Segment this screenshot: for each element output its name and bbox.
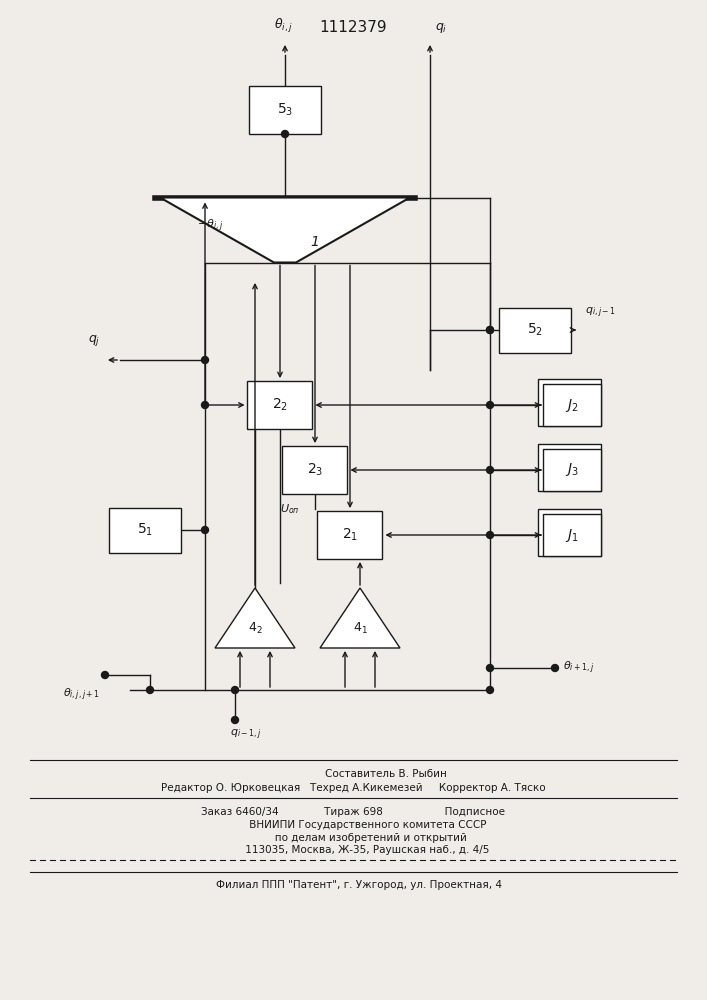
Circle shape [102,672,108,678]
Circle shape [201,357,209,363]
Text: по делам изобретений и открытий: по делам изобретений и открытий [239,833,467,843]
Text: 1: 1 [310,235,320,249]
Circle shape [486,466,493,474]
Bar [538,509,601,556]
Circle shape [201,526,209,534]
Bar [247,381,312,429]
Circle shape [551,664,559,672]
Bar [543,449,601,491]
Text: Заказ 6460/34              Тираж 698                   Подписное: Заказ 6460/34 Тираж 698 Подписное [201,807,505,817]
Circle shape [281,130,288,137]
Circle shape [486,664,493,672]
Bar [499,308,571,353]
Text: $2_3$: $2_3$ [307,462,323,478]
Circle shape [231,716,238,724]
Circle shape [486,326,493,334]
Text: $5_2$: $5_2$ [527,322,543,338]
Polygon shape [320,588,400,648]
Text: $2_1$: $2_1$ [342,527,358,543]
Bar [109,508,181,552]
Polygon shape [160,198,410,262]
Text: $2_2$: $2_2$ [272,397,288,413]
Bar [543,514,601,556]
Circle shape [231,686,238,694]
Text: $q_j$: $q_j$ [88,333,100,348]
Text: $\theta_{i+1,j}$: $\theta_{i+1,j}$ [563,660,595,676]
Text: $4_2$: $4_2$ [247,620,262,636]
Text: 1112379: 1112379 [319,20,387,35]
Circle shape [201,401,209,408]
Text: $\theta_{i,j,j+1}$: $\theta_{i,j,j+1}$ [63,687,100,703]
Text: Составитель В. Рыбин: Составитель В. Рыбин [259,769,446,779]
Text: 113035, Москва, Ж-35, Раушская наб., д. 4/5: 113035, Москва, Ж-35, Раушская наб., д. … [216,845,490,855]
Bar [538,379,601,426]
Polygon shape [215,588,295,648]
Bar [283,446,348,494]
Circle shape [146,686,153,694]
Bar [543,384,601,426]
Text: $4_1$: $4_1$ [353,620,368,636]
Bar [317,511,382,559]
Circle shape [486,326,493,334]
Text: $J_1$: $J_1$ [565,526,579,544]
Text: Редактор О. Юрковецкая   Техред А.Кикемезей     Корректор А. Тяско: Редактор О. Юрковецкая Техред А.Кикемезе… [160,783,545,793]
Text: $U_{оп}$: $U_{оп}$ [280,502,300,516]
Text: $5_3$: $5_3$ [277,102,293,118]
Circle shape [486,686,493,694]
Text: $q_{i,j-1}$: $q_{i,j-1}$ [585,306,617,320]
Text: $5_1$: $5_1$ [137,522,153,538]
Text: $J_3$: $J_3$ [565,462,579,479]
Text: $\theta_{i,j}$: $\theta_{i,j}$ [274,17,293,35]
Text: $J_2$: $J_2$ [565,396,579,414]
Text: $-\theta_{i,j}$: $-\theta_{i,j}$ [197,218,223,234]
Text: $q_{i-1,j}$: $q_{i-1,j}$ [230,728,262,742]
Circle shape [486,532,493,538]
Text: Филиал ППП "Патент", г. Ужгород, ул. Проектная, 4: Филиал ППП "Патент", г. Ужгород, ул. Про… [204,880,503,890]
Bar [538,444,601,491]
Text: $q_i$: $q_i$ [435,21,448,35]
Bar [249,86,321,134]
Circle shape [486,401,493,408]
Text: ВНИИПИ Государственного комитета СССР: ВНИИПИ Государственного комитета СССР [220,820,486,830]
